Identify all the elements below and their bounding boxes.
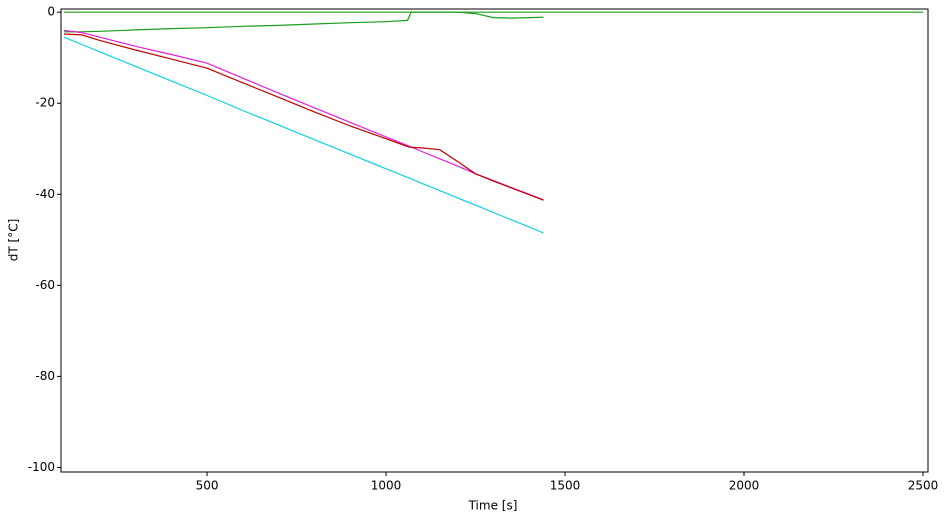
x-tick-label: 1000 — [371, 479, 402, 493]
y-tick-label: -80 — [35, 369, 55, 383]
y-tick-label: -40 — [35, 187, 55, 201]
series-line — [63, 11, 544, 33]
series-line — [63, 33, 544, 201]
y-tick-label: 0 — [47, 5, 55, 19]
x-axis-label: Time [s] — [468, 499, 518, 513]
y-axis-label: dT [°C] — [7, 219, 21, 262]
x-tick-label: 2000 — [729, 479, 760, 493]
plot-frame — [60, 8, 929, 473]
series-line — [63, 36, 544, 234]
x-tick-label: 500 — [196, 479, 219, 493]
x-tick-label: 1500 — [550, 479, 581, 493]
y-tick-label: -20 — [35, 96, 55, 110]
x-tick-label: 2500 — [908, 479, 939, 493]
series-line — [63, 29, 544, 201]
y-tick-label: -60 — [35, 278, 55, 292]
y-tick-label: -100 — [28, 460, 55, 474]
